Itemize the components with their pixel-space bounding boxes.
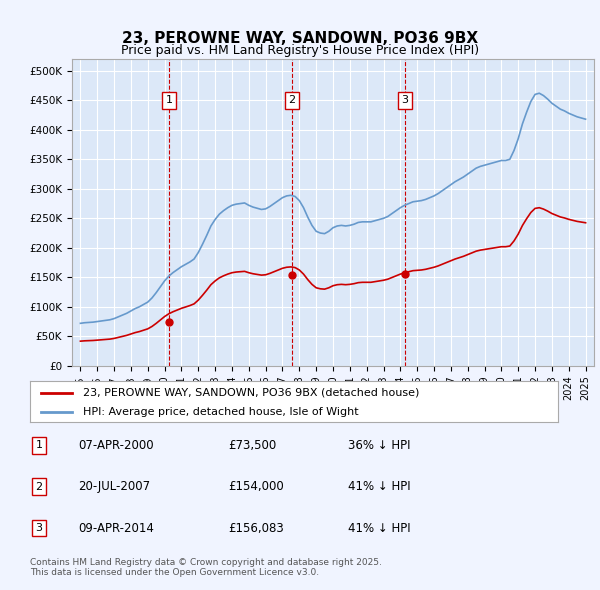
Text: HPI: Average price, detached house, Isle of Wight: HPI: Average price, detached house, Isle…	[83, 407, 358, 417]
Text: 41% ↓ HPI: 41% ↓ HPI	[348, 480, 410, 493]
Text: 23, PEROWNE WAY, SANDOWN, PO36 9BX (detached house): 23, PEROWNE WAY, SANDOWN, PO36 9BX (deta…	[83, 388, 419, 398]
Text: £73,500: £73,500	[228, 439, 276, 452]
Text: Price paid vs. HM Land Registry's House Price Index (HPI): Price paid vs. HM Land Registry's House …	[121, 44, 479, 57]
Text: 07-APR-2000: 07-APR-2000	[78, 439, 154, 452]
Text: 3: 3	[35, 523, 43, 533]
Text: 20-JUL-2007: 20-JUL-2007	[78, 480, 150, 493]
Text: 41% ↓ HPI: 41% ↓ HPI	[348, 522, 410, 535]
Text: 1: 1	[35, 441, 43, 450]
Text: Contains HM Land Registry data © Crown copyright and database right 2025.
This d: Contains HM Land Registry data © Crown c…	[30, 558, 382, 577]
Text: 36% ↓ HPI: 36% ↓ HPI	[348, 439, 410, 452]
Text: £156,083: £156,083	[228, 522, 284, 535]
Text: 2: 2	[288, 96, 295, 105]
Text: 23, PEROWNE WAY, SANDOWN, PO36 9BX: 23, PEROWNE WAY, SANDOWN, PO36 9BX	[122, 31, 478, 46]
Text: £154,000: £154,000	[228, 480, 284, 493]
Text: 3: 3	[401, 96, 409, 105]
Text: 09-APR-2014: 09-APR-2014	[78, 522, 154, 535]
Text: 1: 1	[166, 96, 173, 105]
Text: 2: 2	[35, 482, 43, 491]
